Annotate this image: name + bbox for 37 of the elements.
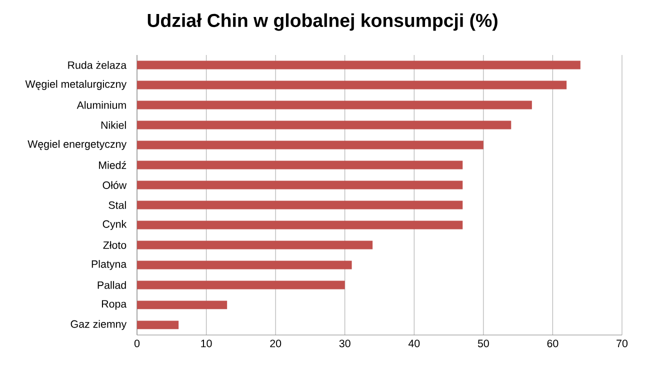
bar	[137, 260, 352, 270]
bar	[137, 60, 580, 70]
bar	[137, 80, 567, 90]
y-tick-label: Stal	[108, 201, 126, 209]
bar	[137, 140, 484, 150]
bar	[137, 300, 228, 310]
chart-title: Udział Chin w globalnej konsumpcji (%)	[148, 13, 498, 31]
y-tick-label: Aluminium	[76, 101, 126, 109]
y-tick-label: Pallad	[98, 281, 126, 289]
y-tick-label: Nikiel	[101, 121, 126, 129]
x-tick-label: 50	[478, 340, 489, 348]
bar	[137, 100, 532, 110]
y-tick-label: Ołów	[102, 181, 127, 189]
y-tick-label: Cynk	[102, 220, 127, 230]
bar	[137, 120, 512, 130]
bar	[137, 160, 463, 170]
x-tick-label: 40	[408, 340, 420, 348]
y-tick-label: Węgiel energetyczny	[28, 140, 127, 150]
y-tick-label: Ropa	[102, 300, 127, 310]
y-tick-label: Miedź	[99, 161, 126, 169]
bar	[137, 280, 345, 290]
y-tick-label: Gaz ziemny	[70, 320, 127, 330]
x-tick-label: 70	[616, 340, 628, 348]
bar	[137, 180, 463, 190]
x-tick-label: 60	[547, 340, 558, 348]
x-tick-label: 30	[339, 340, 350, 348]
x-tick-label: 20	[270, 340, 282, 348]
bar	[137, 320, 179, 330]
x-tick-label: 10	[201, 340, 212, 348]
bar	[137, 200, 463, 210]
bar	[137, 240, 373, 250]
y-tick-label: Ruda żelaza	[68, 61, 127, 69]
bar	[137, 220, 463, 230]
y-tick-label: Złoto	[103, 241, 126, 249]
y-tick-label: Platyna	[92, 260, 127, 270]
y-tick-label: Węgiel metalurgiczny	[25, 80, 127, 90]
x-tick-label: 0	[134, 340, 140, 348]
